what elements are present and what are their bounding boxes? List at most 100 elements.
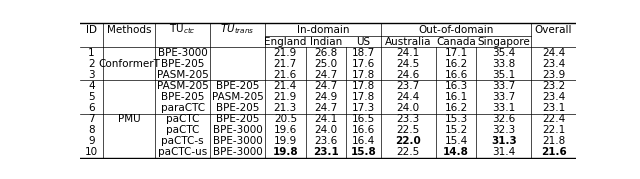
Text: 24.0: 24.0 (397, 103, 420, 113)
Text: 19.9: 19.9 (274, 136, 297, 146)
Text: 3: 3 (88, 70, 95, 80)
Text: 5: 5 (88, 92, 95, 102)
Text: 24.4: 24.4 (397, 92, 420, 102)
Text: 23.1: 23.1 (542, 103, 565, 113)
Text: 17.6: 17.6 (352, 59, 375, 69)
Text: 15.4: 15.4 (444, 136, 468, 146)
Text: 24.1: 24.1 (397, 48, 420, 58)
Text: 17.8: 17.8 (352, 92, 375, 102)
Text: 21.6: 21.6 (274, 70, 297, 80)
Text: 15.3: 15.3 (444, 114, 468, 124)
Text: 21.9: 21.9 (274, 48, 297, 58)
Text: 16.1: 16.1 (444, 92, 468, 102)
Text: Methods: Methods (107, 25, 151, 35)
Text: 15.8: 15.8 (351, 147, 376, 157)
Text: 24.7: 24.7 (314, 103, 337, 113)
Text: 21.8: 21.8 (542, 136, 565, 146)
Text: Australia: Australia (385, 37, 431, 47)
Text: 33.7: 33.7 (492, 81, 515, 91)
Text: 9: 9 (88, 136, 95, 146)
Text: 22.0: 22.0 (396, 136, 421, 146)
Text: 4: 4 (88, 81, 95, 91)
Text: 21.6: 21.6 (541, 147, 566, 157)
Text: 16.6: 16.6 (352, 125, 375, 135)
Text: 23.6: 23.6 (314, 136, 337, 146)
Text: 32.3: 32.3 (492, 125, 515, 135)
Text: 33.8: 33.8 (492, 59, 515, 69)
Text: 33.7: 33.7 (492, 92, 515, 102)
Text: 24.5: 24.5 (397, 59, 420, 69)
Text: 14.8: 14.8 (443, 147, 469, 157)
Text: 23.2: 23.2 (542, 81, 565, 91)
Text: BPE-3000: BPE-3000 (212, 147, 262, 157)
Text: 2: 2 (88, 59, 95, 69)
Text: TU$_{ctc}$: TU$_{ctc}$ (169, 23, 196, 37)
Text: BPE-205: BPE-205 (216, 81, 259, 91)
Text: 35.4: 35.4 (492, 48, 515, 58)
Text: 24.6: 24.6 (397, 70, 420, 80)
Text: 17.8: 17.8 (352, 70, 375, 80)
Text: 16.2: 16.2 (444, 59, 468, 69)
Text: 8: 8 (88, 125, 95, 135)
Text: Out-of-domain: Out-of-domain (419, 25, 493, 35)
Text: 22.5: 22.5 (397, 125, 420, 135)
Text: 22.4: 22.4 (542, 114, 565, 124)
Text: PMU: PMU (118, 114, 140, 124)
Text: 31.3: 31.3 (491, 136, 516, 146)
Text: paCTC: paCTC (166, 125, 199, 135)
Text: 24.1: 24.1 (314, 114, 337, 124)
Text: ConformerT: ConformerT (98, 59, 160, 69)
Text: 17.3: 17.3 (352, 103, 375, 113)
Text: 10: 10 (84, 147, 98, 157)
Text: 23.1: 23.1 (313, 147, 339, 157)
Text: 22.5: 22.5 (397, 147, 420, 157)
Text: paCTC-us: paCTC-us (158, 147, 207, 157)
Text: 23.3: 23.3 (397, 114, 420, 124)
Text: BPE-205: BPE-205 (216, 114, 259, 124)
Text: 24.7: 24.7 (314, 70, 337, 80)
Text: PASM-205: PASM-205 (212, 92, 264, 102)
Text: PASM-205: PASM-205 (157, 70, 209, 80)
Text: BPE-3000: BPE-3000 (212, 125, 262, 135)
Text: 16.4: 16.4 (352, 136, 375, 146)
Text: 24.0: 24.0 (314, 125, 337, 135)
Text: Singapore: Singapore (477, 37, 530, 47)
Text: 31.4: 31.4 (492, 147, 515, 157)
Text: 16.2: 16.2 (444, 103, 468, 113)
Text: 21.9: 21.9 (274, 92, 297, 102)
Text: 17.8: 17.8 (352, 81, 375, 91)
Text: 16.5: 16.5 (352, 114, 375, 124)
Text: ID: ID (86, 25, 97, 35)
Text: TU$_{trans}$: TU$_{trans}$ (220, 23, 255, 37)
Text: 16.3: 16.3 (444, 81, 468, 91)
Text: US: US (356, 37, 371, 47)
Text: 6: 6 (88, 103, 95, 113)
Text: 7: 7 (88, 114, 95, 124)
Text: Indian: Indian (310, 37, 342, 47)
Text: BPE-3000: BPE-3000 (212, 136, 262, 146)
Text: 21.4: 21.4 (274, 81, 297, 91)
Text: paCTC-s: paCTC-s (161, 136, 204, 146)
Text: Overall: Overall (535, 25, 572, 35)
Text: 23.7: 23.7 (397, 81, 420, 91)
Text: 33.1: 33.1 (492, 103, 515, 113)
Text: 1: 1 (88, 48, 95, 58)
Text: paCTC: paCTC (166, 114, 199, 124)
Text: 18.7: 18.7 (352, 48, 375, 58)
Text: In-domain: In-domain (297, 25, 349, 35)
Text: 23.9: 23.9 (542, 70, 565, 80)
Text: 23.4: 23.4 (542, 59, 565, 69)
Text: 19.6: 19.6 (274, 125, 297, 135)
Text: 26.8: 26.8 (314, 48, 337, 58)
Text: 23.4: 23.4 (542, 92, 565, 102)
Text: 19.8: 19.8 (273, 147, 298, 157)
Text: 35.1: 35.1 (492, 70, 515, 80)
Text: BPE-205: BPE-205 (216, 103, 259, 113)
Text: 21.7: 21.7 (274, 59, 297, 69)
Text: 32.6: 32.6 (492, 114, 515, 124)
Text: PASM-205: PASM-205 (157, 81, 209, 91)
Text: BPE-205: BPE-205 (161, 59, 204, 69)
Text: 20.5: 20.5 (274, 114, 297, 124)
Text: 24.4: 24.4 (542, 48, 565, 58)
Text: 22.1: 22.1 (542, 125, 565, 135)
